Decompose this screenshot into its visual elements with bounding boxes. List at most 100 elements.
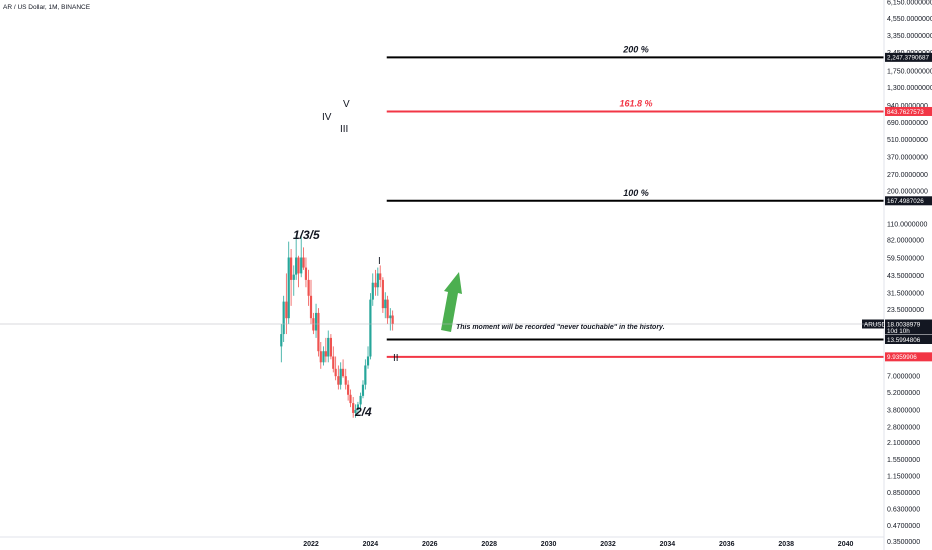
price-axis-tick: 1,750.0000000 <box>887 69 932 76</box>
time-axis[interactable]: 2022 2024 2026 2028 2030 2032 2034 2036 2038 2040 <box>303 541 853 548</box>
wave-label: III <box>340 124 348 135</box>
candle-body <box>386 299 389 319</box>
price-axis-tick: 1.5500000 <box>887 457 920 464</box>
price-axis-tick: 43.5000000 <box>887 273 924 280</box>
candle-body <box>290 257 293 280</box>
candle-body <box>317 312 320 352</box>
price-tag-label: 13.5994806 <box>887 337 921 344</box>
price-axis-tick: 5.2000000 <box>887 390 920 397</box>
wave-label: I <box>378 256 381 267</box>
price-axis-tick: 200.0000000 <box>887 188 928 195</box>
price-axis-tick: 3,350.0000000 <box>887 33 932 40</box>
candle-body <box>304 267 308 280</box>
candle-body <box>327 337 330 357</box>
price-tag-bg <box>885 334 932 344</box>
current-price-label: 18.0038979 <box>887 321 921 328</box>
price-axis-tick: 0.4700000 <box>887 523 920 530</box>
candle-body <box>329 337 332 357</box>
price-axis-tick: 370.0000000 <box>887 155 928 162</box>
current-price-countdown: 10d 10h <box>887 328 910 335</box>
candle-body <box>309 295 313 319</box>
candle-body <box>280 334 283 347</box>
candle-body <box>347 384 350 395</box>
candle-body <box>359 395 362 405</box>
up-arrow-icon <box>441 272 462 332</box>
price-axis-tick: 510.0000000 <box>887 137 928 144</box>
price-axis-tick: 940.0000000 <box>887 103 928 110</box>
price-axis-tick: 31.5000000 <box>887 291 924 298</box>
price-axis-tick: 690.0000000 <box>887 120 928 127</box>
price-axis-tick: 0.8500000 <box>887 490 920 497</box>
price-tag-label: 2,247.3790687 <box>887 55 930 62</box>
price-tag-label: 167.4987026 <box>887 198 924 205</box>
price-axis-tick: 1,300.0000000 <box>887 85 932 92</box>
price-axis-tick: 4,550.0000000 <box>887 16 932 23</box>
candle-body <box>376 273 379 288</box>
fib-level-label: 100 % <box>623 188 649 198</box>
symbol-tag-label: ARUSD <box>864 321 886 328</box>
candle-body <box>314 312 318 331</box>
candle-body <box>349 394 352 404</box>
price-axis-tick: 6,150.0000000 <box>887 0 932 6</box>
price-axis-tick: 0.3500000 <box>887 539 920 546</box>
candle-body <box>361 384 365 396</box>
time-axis-tick: 2022 <box>303 541 319 548</box>
candle-body <box>312 318 315 331</box>
price-axis-tick: 110.0000000 <box>887 222 927 229</box>
candle-body <box>366 356 370 366</box>
candle-body <box>356 404 360 410</box>
price-axis[interactable]: 11,200.00000008,400.00000006,150.0000000… <box>887 0 932 550</box>
time-axis-tick: 2040 <box>838 541 854 548</box>
candle-body <box>300 257 303 274</box>
price-tag-bg <box>885 352 932 362</box>
price-axis-tick: 7.0000000 <box>887 374 920 381</box>
candle-body <box>282 301 285 335</box>
candle-body <box>339 368 342 385</box>
candle-body <box>307 279 310 296</box>
time-axis-tick: 2036 <box>719 541 735 548</box>
wave-label: IV <box>322 112 332 123</box>
price-tag-label: 9.9359906 <box>887 354 917 361</box>
candle-body <box>374 282 377 288</box>
candle-body <box>341 368 345 377</box>
current-price-tag-bg <box>885 319 932 335</box>
price-axis-tick: 2.8000000 <box>887 424 920 431</box>
fib-levels: 200 % 161.8 % 100 % <box>386 44 884 358</box>
candle-series <box>280 235 394 418</box>
annotation-note: This moment will be recorded "never touc… <box>456 324 665 331</box>
candle-body <box>391 315 394 325</box>
price-axis-tick: 3.8000000 <box>887 407 920 414</box>
candle-body <box>285 301 288 319</box>
candle-body <box>319 351 322 363</box>
price-tag-bg <box>885 196 932 206</box>
candle-body <box>364 365 367 385</box>
candle-body <box>344 376 347 385</box>
candle-body <box>322 351 325 363</box>
candle-body <box>297 257 300 274</box>
time-axis-tick: 2026 <box>422 541 438 548</box>
price-tag-label: 843.7627573 <box>887 109 924 116</box>
price-axis-tick: 270.0000000 <box>887 172 928 179</box>
time-axis-tick: 2028 <box>481 541 497 548</box>
chart-title: AR / US Dollar, 1M, BINANCE <box>3 4 91 11</box>
price-axis-tick: 0.6300000 <box>887 507 920 514</box>
candle-body <box>295 257 298 275</box>
price-tags: 2,247.3790687 843.7627573 167.4987026 13.59… <box>862 52 932 362</box>
price-axis-tick: 82.0000000 <box>887 238 924 245</box>
fib-level-label: 161.8 % <box>619 98 652 108</box>
time-axis-tick: 2038 <box>778 541 794 548</box>
price-tag-bg <box>885 106 932 116</box>
candle-body <box>384 299 387 309</box>
candle-body <box>324 351 327 357</box>
candle-body <box>292 274 295 280</box>
time-axis-tick: 2030 <box>541 541 557 548</box>
candle-body <box>354 409 357 413</box>
wave-label: 2/4 <box>354 405 372 419</box>
wave-label: II <box>393 353 399 364</box>
fib-level-label: 200 % <box>622 44 649 54</box>
wave-label: 1/3/5 <box>293 228 320 242</box>
time-axis-tick: 2034 <box>660 541 676 548</box>
price-axis-tick: 23.5000000 <box>887 307 924 314</box>
